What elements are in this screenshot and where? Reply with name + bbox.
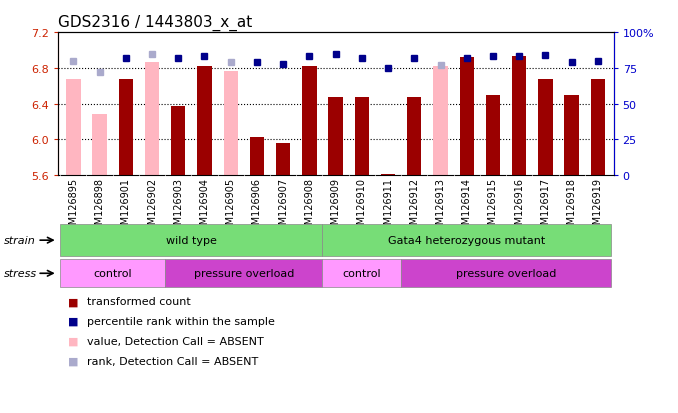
Bar: [381, 175, 395, 176]
Bar: [591, 79, 605, 176]
Text: Gata4 heterozygous mutant: Gata4 heterozygous mutant: [388, 235, 545, 246]
Bar: [407, 98, 422, 176]
Text: GSM126917: GSM126917: [540, 178, 551, 237]
Bar: [119, 80, 133, 176]
Bar: [145, 62, 159, 176]
Bar: [564, 95, 579, 176]
Text: GSM126912: GSM126912: [410, 178, 419, 237]
Bar: [433, 67, 447, 176]
Bar: [165, 260, 323, 287]
Bar: [323, 225, 611, 256]
Text: GSM126910: GSM126910: [357, 178, 367, 237]
Text: GSM126905: GSM126905: [226, 178, 236, 237]
Text: GSM126902: GSM126902: [147, 178, 157, 237]
Bar: [401, 260, 611, 287]
Text: GSM126904: GSM126904: [199, 178, 210, 237]
Bar: [276, 143, 290, 176]
Text: GSM126901: GSM126901: [121, 178, 131, 237]
Text: GSM126913: GSM126913: [435, 178, 445, 237]
Bar: [60, 225, 323, 256]
Text: GSM126908: GSM126908: [304, 178, 315, 237]
Text: GSM126915: GSM126915: [488, 178, 498, 237]
Text: GSM126906: GSM126906: [252, 178, 262, 237]
Bar: [171, 107, 186, 176]
Text: GSM126903: GSM126903: [174, 178, 183, 237]
Text: value, Detection Call = ABSENT: value, Detection Call = ABSENT: [87, 336, 264, 346]
Text: strain: strain: [3, 235, 35, 246]
Bar: [66, 80, 81, 176]
Bar: [250, 138, 264, 176]
Bar: [538, 80, 553, 176]
Text: wild type: wild type: [166, 235, 217, 246]
Text: stress: stress: [3, 268, 37, 279]
Text: pressure overload: pressure overload: [194, 268, 294, 279]
Bar: [92, 115, 107, 176]
Bar: [224, 71, 238, 176]
Text: GSM126919: GSM126919: [593, 178, 603, 237]
Text: control: control: [94, 268, 132, 279]
Text: GSM126898: GSM126898: [95, 178, 104, 237]
Bar: [60, 260, 165, 287]
Bar: [323, 260, 401, 287]
Text: GSM126909: GSM126909: [331, 178, 340, 237]
Text: GSM126895: GSM126895: [68, 178, 79, 237]
Text: rank, Detection Call = ABSENT: rank, Detection Call = ABSENT: [87, 356, 258, 366]
Bar: [328, 98, 343, 176]
Text: percentile rank within the sample: percentile rank within the sample: [87, 316, 275, 326]
Text: ■: ■: [68, 356, 78, 366]
Text: ■: ■: [68, 336, 78, 346]
Text: ■: ■: [68, 316, 78, 326]
Bar: [512, 57, 526, 176]
Text: ■: ■: [68, 297, 78, 306]
Text: GSM126911: GSM126911: [383, 178, 393, 237]
Bar: [302, 67, 317, 176]
Bar: [197, 67, 212, 176]
Text: transformed count: transformed count: [87, 297, 191, 306]
Text: GSM126918: GSM126918: [567, 178, 576, 237]
Text: GSM126916: GSM126916: [514, 178, 524, 237]
Text: GSM126907: GSM126907: [278, 178, 288, 237]
Text: GDS2316 / 1443803_x_at: GDS2316 / 1443803_x_at: [58, 14, 252, 31]
Bar: [460, 58, 474, 176]
Text: GSM126914: GSM126914: [462, 178, 472, 237]
Text: pressure overload: pressure overload: [456, 268, 556, 279]
Bar: [355, 98, 369, 176]
Text: control: control: [342, 268, 381, 279]
Bar: [485, 95, 500, 176]
